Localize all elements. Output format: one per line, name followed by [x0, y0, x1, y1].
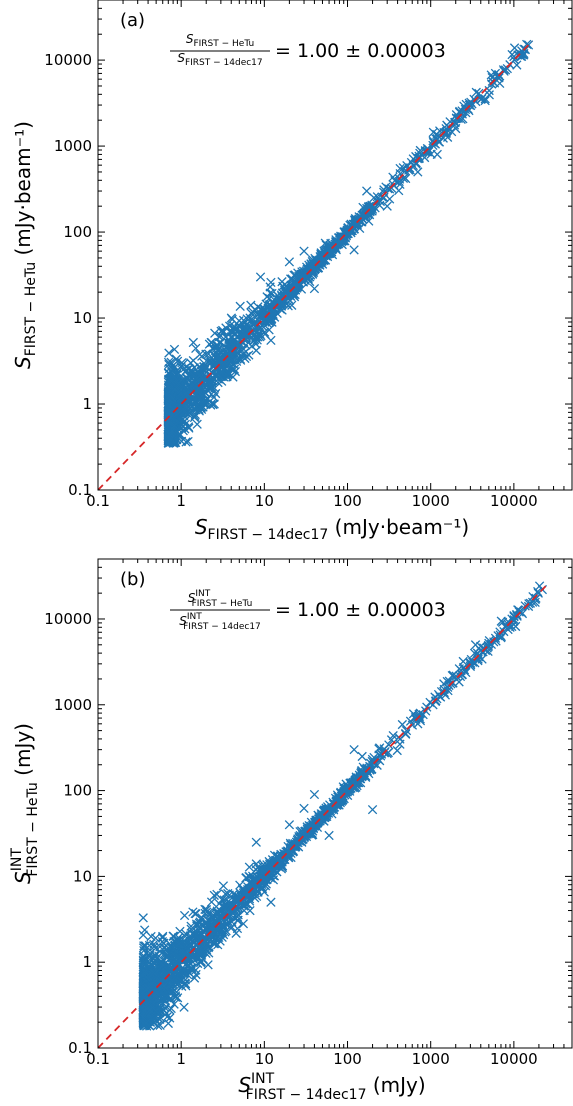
y-tick-label: 1 [82, 953, 92, 971]
plot-area [98, 582, 547, 1048]
data-point [358, 752, 366, 760]
data-point [300, 804, 308, 812]
y-axis-label: SINTFIRST − HeTu (mJy) [9, 723, 41, 884]
x-axis-label: SFIRST − 14dec17 (mJy·beam⁻¹) [195, 515, 469, 543]
data-point [170, 345, 178, 353]
data-point [433, 150, 441, 158]
y-tick-label: 100 [63, 223, 92, 241]
ratio-denominator: SFIRST − 14dec17 [177, 51, 262, 68]
data-point [159, 932, 167, 940]
y-tick-label: 10 [73, 867, 92, 885]
panel-label: (a) [120, 10, 145, 31]
y-tick-label: 0.1 [68, 481, 92, 499]
data-point [310, 284, 318, 292]
data-point [362, 187, 370, 195]
y-tick-label: 0.1 [68, 1039, 92, 1057]
data-point [395, 186, 403, 194]
y-tick-label: 10000 [44, 610, 92, 628]
data-point [267, 336, 275, 344]
x-tick-label: 100 [333, 1050, 362, 1068]
x-tick-label: 1000 [412, 492, 450, 510]
y-tick-label: 10000 [44, 51, 92, 69]
data-point [383, 202, 391, 210]
x-tick-label: 10000 [490, 492, 538, 510]
data-point [285, 821, 293, 829]
data-point [414, 168, 422, 176]
ratio-value: = 1.00 ± 0.00003 [275, 599, 446, 621]
data-point [219, 882, 227, 890]
ratio-numerator: SINT FIRST − HeTu [188, 589, 253, 609]
plot-area [98, 40, 533, 490]
scatter-panel-a: 0.1 1 10 100 1000 100000.1110100100010000(a)S… [11, 0, 572, 543]
data-point [267, 898, 275, 906]
y-tick-label: 1 [82, 395, 92, 413]
y-axis-label: SFIRST − HeTu (mJy·beam⁻¹) [11, 121, 39, 369]
x-tick-label: 100 [333, 492, 362, 510]
data-point [398, 720, 406, 728]
reference-line [98, 41, 532, 490]
panel-label: (b) [120, 569, 145, 590]
x-tick-label: 1 [176, 1050, 186, 1068]
data-point [252, 346, 260, 354]
y-tick-label: 10 [73, 309, 92, 327]
data-point [385, 195, 393, 203]
x-tick-label: 10000 [490, 1050, 538, 1068]
y-tick-label: 1000 [54, 137, 92, 155]
x-tick-label: 1000 [412, 1050, 450, 1068]
data-point [350, 246, 358, 254]
data-point [350, 745, 358, 753]
x-tick-label: 1 [176, 492, 186, 510]
data-point [139, 914, 147, 922]
ratio-denominator: SINT FIRST − 14dec17 [179, 612, 261, 632]
data-point [180, 1003, 188, 1011]
data-point [325, 831, 333, 839]
data-point [165, 349, 173, 357]
x-tick-label: 10 [255, 492, 274, 510]
y-tick-label: 1000 [54, 696, 92, 714]
data-point [180, 911, 188, 919]
scatter-panel-b: 0.1 1 10 100 1000 100000.1110100100010000(b)S… [9, 559, 572, 1103]
data-point [252, 838, 260, 846]
data-point [256, 273, 264, 281]
ratio-value: = 1.00 ± 0.00003 [275, 40, 446, 62]
data-point [368, 805, 376, 813]
data-point [193, 420, 201, 428]
ratio-numerator: SFIRST − HeTu [186, 32, 254, 49]
data-point [485, 86, 493, 94]
data-point [310, 790, 318, 798]
data-point [236, 302, 244, 310]
x-tick-label: 10 [255, 1050, 274, 1068]
x-axis-label: SINT FIRST − 14dec17 (mJy) [238, 1071, 425, 1103]
scatter-series [164, 40, 533, 447]
y-tick-label: 100 [63, 782, 92, 800]
data-point [485, 91, 493, 99]
data-point [300, 247, 308, 255]
data-point [285, 258, 293, 266]
